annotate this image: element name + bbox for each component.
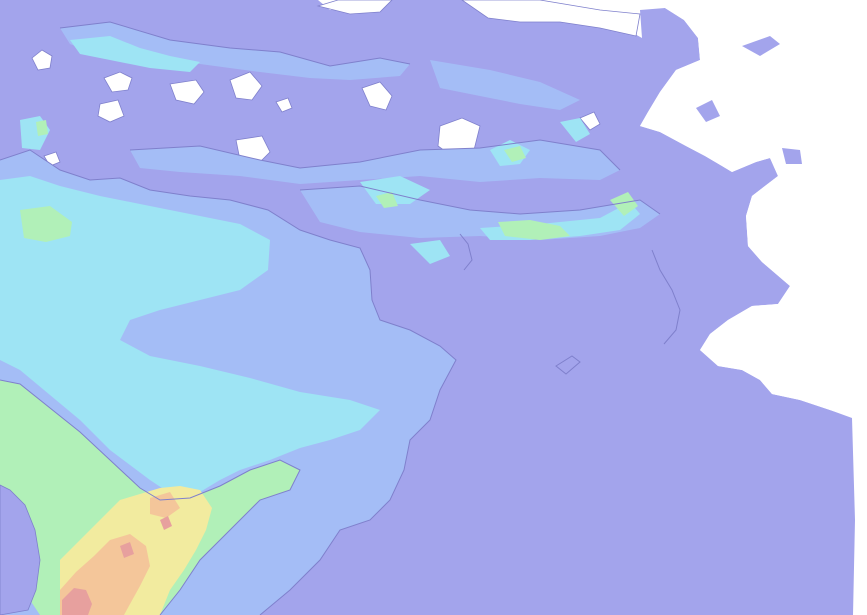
no-data-east [640, 0, 867, 615]
east-islands [656, 36, 802, 420]
contour-level-6-patches [120, 516, 172, 558]
no-data-holes [31, 0, 641, 167]
contour-low-pocket [0, 484, 41, 615]
contour-lines [0, 21, 681, 615]
contour-level-3-patches [20, 120, 638, 242]
contour-level-6 [62, 588, 92, 615]
contour-level-2 [0, 176, 380, 500]
